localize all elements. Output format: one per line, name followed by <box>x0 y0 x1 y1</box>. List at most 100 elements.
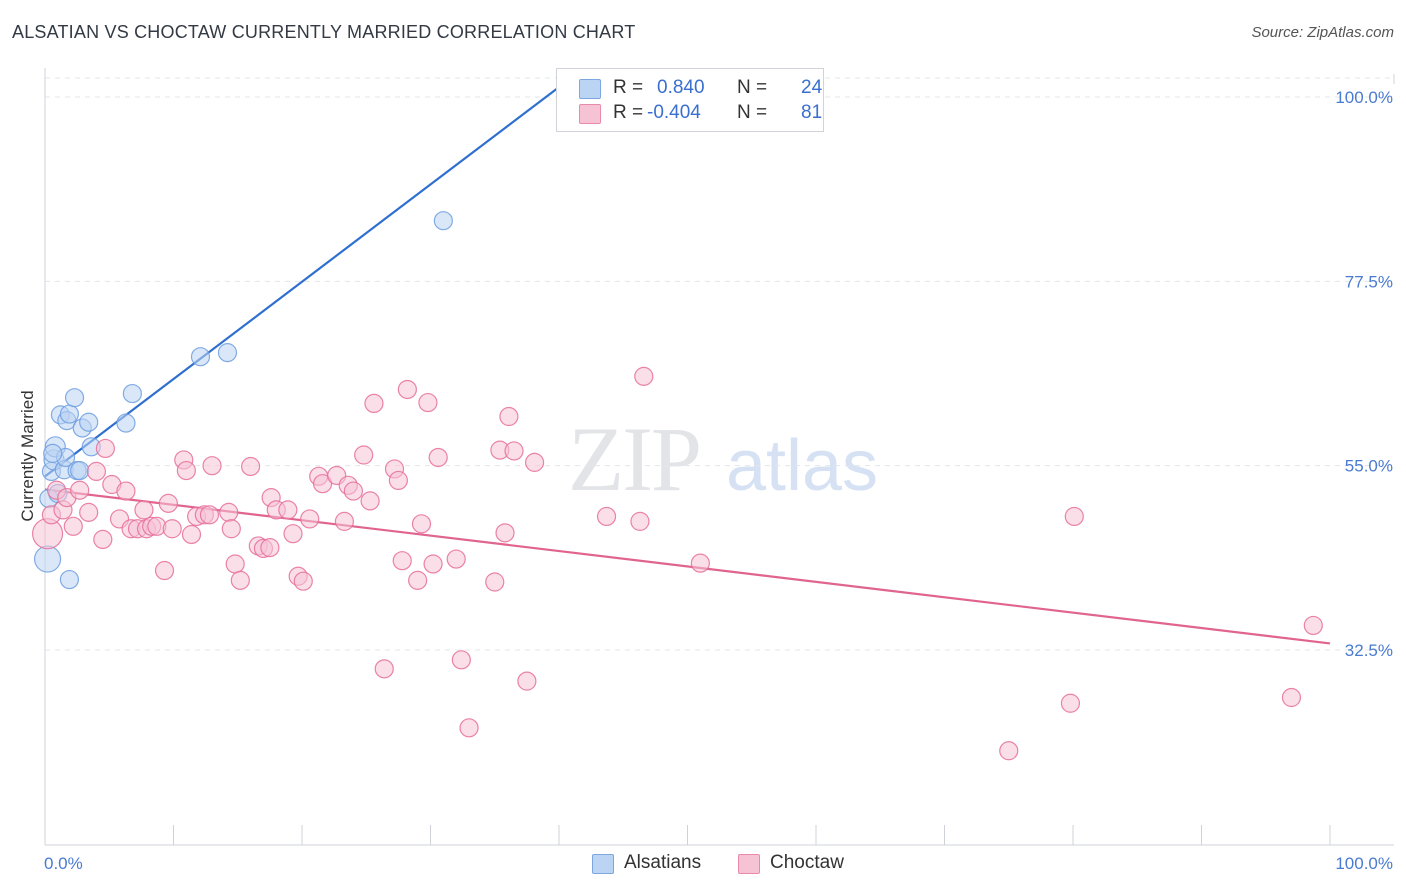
trend-lines <box>44 86 1331 645</box>
choctaw-point <box>1303 615 1323 636</box>
choctaw-point <box>446 549 466 569</box>
y-tick-label: 100.0% <box>1335 88 1393 107</box>
choctaw-point <box>524 452 545 472</box>
alsatians-point <box>59 569 80 590</box>
x-tick-label: 100.0% <box>1335 854 1393 873</box>
gridlines <box>45 77 1394 651</box>
choctaw-point <box>278 500 298 520</box>
alsatians-r-label: R = <box>613 77 644 98</box>
alsatians-point <box>43 443 63 463</box>
choctaw-point <box>630 511 650 531</box>
choctaw-point <box>634 366 654 386</box>
choctaw-point <box>293 571 313 591</box>
chart-title: ALSATIAN VS CHOCTAW CURRENTLY MARRIED CO… <box>12 22 636 42</box>
choctaw-r-value: -0.404 <box>647 102 701 123</box>
choctaw-point <box>1064 506 1084 527</box>
choctaw-point <box>334 511 355 531</box>
choctaw-point <box>374 659 394 679</box>
choctaw-point <box>176 460 196 481</box>
alsatians-point <box>190 347 211 367</box>
legend-swatch-alsatians <box>592 854 614 874</box>
choctaw-n-value: 81 <box>801 102 823 123</box>
alsatians-point <box>59 404 80 424</box>
choctaw-point <box>360 491 380 511</box>
choctaw-point <box>428 447 448 468</box>
choctaw-trend-line <box>44 488 1331 645</box>
choctaw-point <box>354 445 374 465</box>
choctaw-point <box>283 524 303 544</box>
choctaw-point <box>1281 687 1302 708</box>
choctaw-point <box>495 523 515 543</box>
choctaw-point <box>221 519 241 539</box>
choctaw-point <box>392 551 412 571</box>
alsatians-r-value: 0.840 <box>657 77 705 98</box>
axes <box>44 68 1395 846</box>
choctaw-point <box>260 537 280 558</box>
choctaw-point <box>596 506 617 527</box>
choctaw-point <box>999 741 1019 761</box>
y-axis-label: Currently Married <box>18 390 37 521</box>
choctaw-point <box>93 529 113 550</box>
choctaw-point <box>459 718 479 738</box>
choctaw-point <box>343 481 363 501</box>
choctaw-point <box>312 474 333 494</box>
choctaw-point <box>230 570 250 590</box>
y-tick-label: 77.5% <box>1345 272 1393 291</box>
choctaw-point <box>451 650 471 670</box>
series-legend: Alsatians Choctaw <box>0 852 1406 878</box>
choctaw-point <box>219 502 239 522</box>
y-tick-label: 32.5% <box>1345 641 1393 660</box>
alsatians-point <box>116 413 136 433</box>
watermark-atlas: atlas <box>726 426 878 506</box>
choctaw-point <box>70 480 90 500</box>
y-tick-label: 55.0% <box>1345 457 1393 476</box>
choctaw-point <box>411 514 432 534</box>
watermark-zip: ZIP <box>568 408 700 510</box>
choctaw-point <box>418 392 438 413</box>
legend-label-choctaw: Choctaw <box>770 852 844 873</box>
choctaw-point <box>79 502 99 522</box>
choctaw-point <box>162 519 182 539</box>
choctaw-point <box>364 393 384 414</box>
choctaw-point <box>499 406 519 427</box>
choctaw-point <box>158 493 178 513</box>
legend-label-alsatians: Alsatians <box>624 852 702 873</box>
alsatians-point <box>79 412 99 432</box>
choctaw-point <box>202 456 222 476</box>
alsatians-point <box>70 460 90 481</box>
choctaw-point <box>1060 693 1081 713</box>
legend-swatch-choctaw <box>738 854 760 874</box>
alsatians-point <box>217 343 238 363</box>
alsatians-point <box>33 545 62 573</box>
choctaw-point <box>690 553 710 573</box>
choctaw-point <box>485 572 505 592</box>
alsatians-n-label: N = <box>737 77 768 98</box>
choctaw-swatch <box>579 104 601 124</box>
alsatians-point <box>122 383 142 404</box>
choctaw-point <box>225 554 245 574</box>
alsatians-swatch <box>579 79 601 99</box>
choctaw-point <box>300 509 320 529</box>
choctaw-point <box>86 461 107 482</box>
choctaw-point <box>408 570 428 590</box>
alsatians-trend-line <box>44 86 560 478</box>
choctaw-point <box>95 438 115 459</box>
choctaw-r-label: R = <box>613 102 644 123</box>
choctaw-point <box>199 505 220 525</box>
x-tick-label: 0.0% <box>44 854 83 873</box>
choctaw-point <box>241 456 261 477</box>
choctaw-point <box>423 554 443 574</box>
choctaw-point <box>504 441 524 461</box>
choctaw-point <box>154 560 175 581</box>
data-points <box>31 211 1323 761</box>
tick-labels: 32.5% 55.0% 77.5% 100.0% 0.0% 100.0% <box>44 88 1393 873</box>
choctaw-point <box>181 524 202 545</box>
chart-source: Source: ZipAtlas.com <box>1251 24 1394 41</box>
choctaw-point <box>397 379 417 400</box>
alsatians-n-value: 24 <box>801 77 823 98</box>
choctaw-point <box>63 516 83 536</box>
alsatians-point <box>64 388 85 408</box>
choctaw-point <box>388 470 408 491</box>
correlation-legend: R = 0.840 N = 24 R = -0.404 N = 81 <box>556 68 824 132</box>
